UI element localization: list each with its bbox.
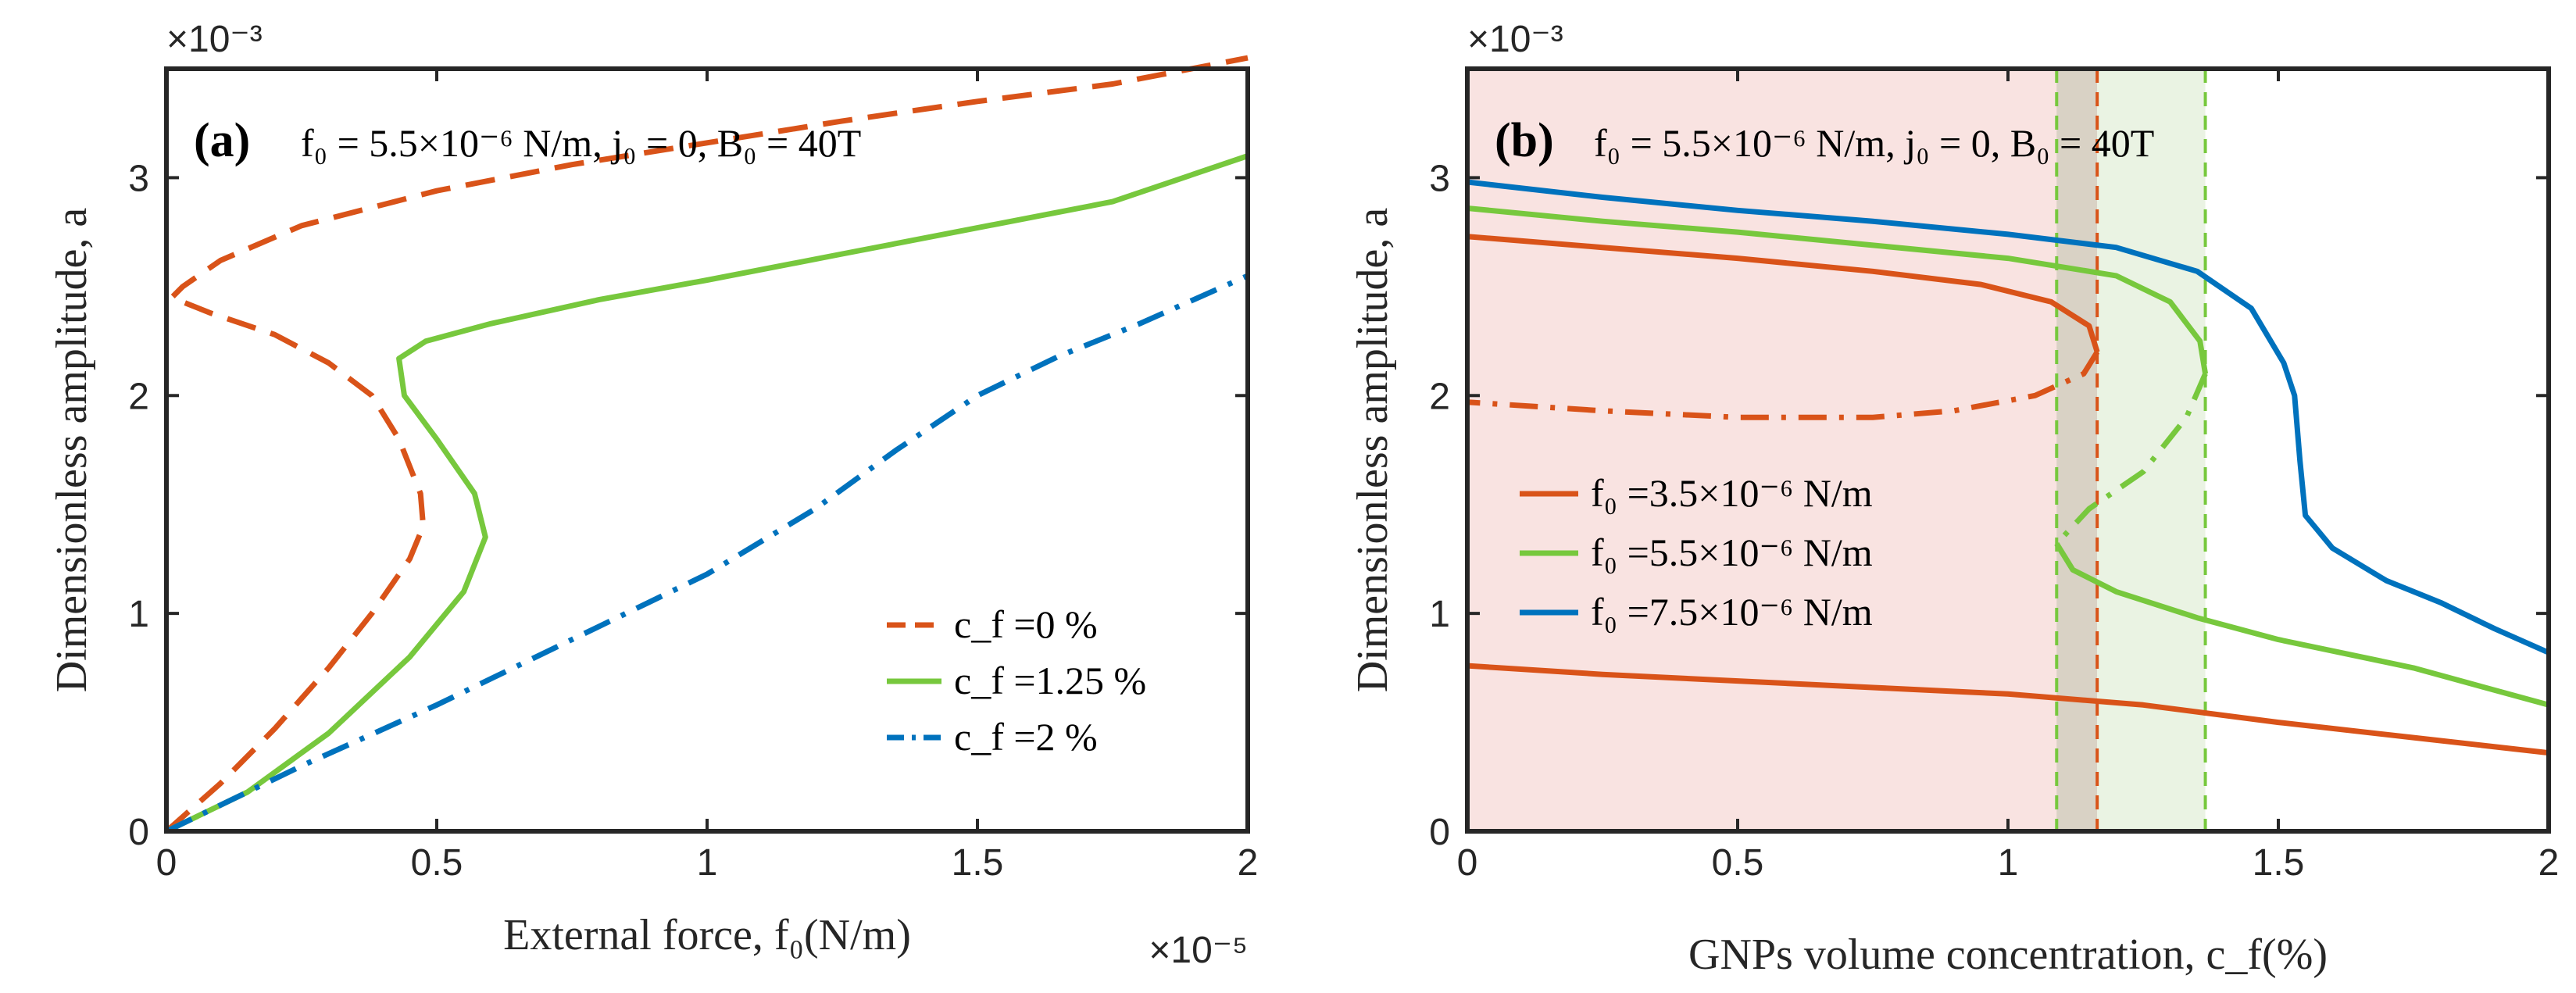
shaded-region-2 [2056, 69, 2098, 831]
panel-a: 0 0.5 1 1.5 2 0 1 2 3 ×10⁻³ ×10⁻⁵ External force… [48, 19, 1258, 971]
legend-label-1: f₀ =3.5×10⁻⁶ N/m [1591, 471, 1873, 515]
panel-b-ticks: 0 0.5 1 1.5 2 0 1 2 3 [1429, 69, 2559, 884]
shaded-region-3 [2097, 69, 2206, 831]
y-tick-label: 3 [128, 158, 149, 199]
x-tick-label: 1 [1998, 842, 2019, 884]
x-tick-label: 0 [1457, 842, 1478, 884]
panel-a-y-exponent: ×10⁻³ [166, 19, 263, 60]
series-line-2-branch-2 [2054, 373, 2208, 546]
panel-b: 0 0.5 1 1.5 2 0 1 2 3 ×10⁻³ GNPs volume concentr… [1349, 19, 2559, 979]
x-tick-label: 2 [2538, 842, 2560, 884]
legend-label-2: c_f =1.25 % [954, 659, 1146, 702]
panel-a-x-axis-label: External force, f₀(N/m) [503, 911, 911, 959]
series-line-1-branch-1 [1467, 663, 2549, 756]
x-tick-label: 1.5 [952, 842, 1004, 884]
shaded-region-1 [1467, 69, 2098, 831]
x-tick-label: 1.5 [2253, 842, 2305, 884]
y-tick-label: 3 [1429, 158, 1450, 199]
y-tick-label: 2 [128, 376, 149, 417]
series-line-2-branch-1 [1467, 205, 2209, 374]
series-line-2-branch-3 [2054, 542, 2549, 708]
y-tick-label: 2 [1429, 376, 1450, 417]
panel-b-y-axis-label: Dimensionless amplitude, a [1349, 208, 1397, 693]
panel-a-x-exponent: ×10⁻⁵ [1149, 930, 1248, 971]
panel-a-ticks: 0 0.5 1 1.5 2 0 1 2 3 [128, 69, 1258, 884]
series-line-3-branch-1 [165, 273, 1249, 834]
series-line-2-branch-1 [165, 153, 1249, 834]
x-tick-label: 1 [697, 842, 718, 884]
panel-a-legend: c_f =0 % c_f =1.25 % c_f =2 % [887, 602, 1146, 759]
y-tick-label: 0 [1429, 812, 1450, 853]
series-line-3-branch-1 [1467, 179, 2550, 655]
x-tick-label: 0 [156, 842, 177, 884]
legend-label-3: c_f =2 % [954, 715, 1098, 759]
x-tick-label: 2 [1238, 842, 1259, 884]
legend-label-1: c_f =0 % [954, 602, 1098, 646]
panel-a-y-axis-label: Dimensionless amplitude, a [48, 208, 96, 693]
panel-b-tag: (b) [1495, 114, 1554, 167]
y-tick-label: 1 [1429, 594, 1450, 635]
panel-b-x-axis-label: GNPs volume concentration, c_f(%) [1688, 930, 2328, 979]
legend-label-2: f₀ =5.5×10⁻⁶ N/m [1591, 530, 1873, 574]
series-line-1-branch-1 [164, 55, 1249, 834]
legend-label-3: f₀ =7.5×10⁻⁶ N/m [1591, 590, 1873, 634]
panel-a-annotation: f₀ = 5.5×10⁻⁶ N/m, j₀ = 0, B₀ = 40T [301, 121, 861, 165]
panel-b-y-exponent: ×10⁻³ [1467, 19, 1563, 60]
panel-a-tag: (a) [194, 114, 250, 167]
y-tick-label: 1 [128, 594, 149, 635]
panel-b-plot-area [1467, 69, 2550, 831]
x-tick-label: 0.5 [411, 842, 463, 884]
x-tick-label: 0.5 [1712, 842, 1764, 884]
series-line-1-branch-2 [1467, 234, 2100, 353]
panel-a-plot-area [164, 55, 1249, 834]
panel-b-legend: f₀ =3.5×10⁻⁶ N/m f₀ =5.5×10⁻⁶ N/m f₀ =7.5×… [1520, 471, 1873, 634]
panel-b-annotation: f₀ = 5.5×10⁻⁶ N/m, j₀ = 0, B₀ = 40T [1594, 121, 2154, 165]
y-tick-label: 0 [128, 812, 149, 853]
